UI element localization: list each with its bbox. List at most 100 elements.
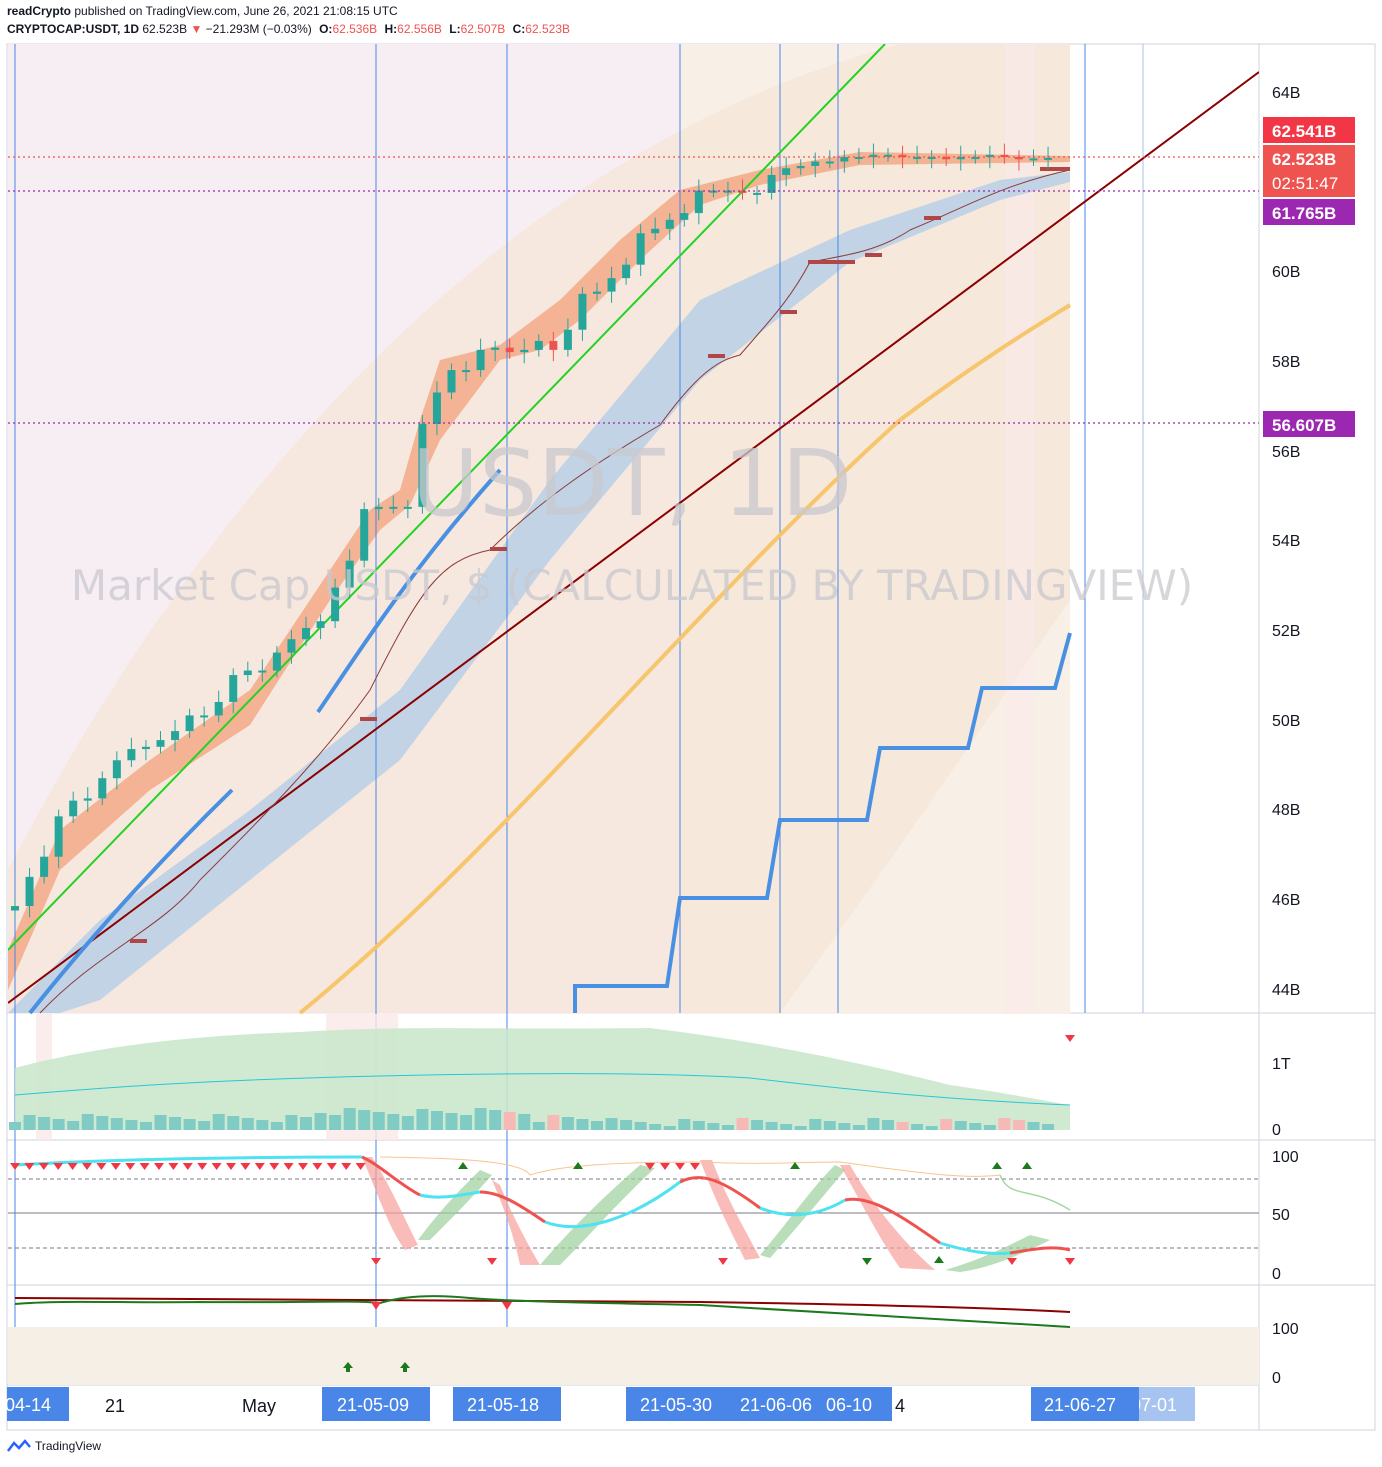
down-arrow-icon: ▼: [190, 22, 203, 36]
volume-bar: [1027, 1122, 1040, 1130]
candle-body: [942, 157, 951, 160]
symbol-label[interactable]: CRYPTOCAP:USDT, 1D: [7, 22, 140, 36]
price-tick: 46B: [1272, 892, 1300, 909]
candle-body: [651, 228, 660, 234]
volume-bar: [911, 1124, 924, 1130]
red-down-marker-icon: [326, 1163, 337, 1170]
watermark-subtitle: Market Cap USDT, $ (CALCULATED BY TRADIN…: [71, 561, 1193, 610]
candle-body: [884, 154, 892, 157]
tradingview-footer[interactable]: TradingView: [7, 1439, 101, 1453]
volume-bar: [460, 1115, 473, 1130]
volume-bar: [241, 1118, 254, 1130]
red-down-marker-icon: [96, 1163, 107, 1170]
price-levels: [8, 156, 1259, 424]
candle-body: [985, 154, 994, 158]
low-label: L:: [449, 22, 461, 36]
candle-body: [462, 370, 471, 373]
red-down-marker-icon: [139, 1163, 150, 1170]
volume-bar: [9, 1122, 21, 1130]
candle-body: [141, 746, 150, 750]
thin-brown-line: [39, 169, 1071, 1014]
lower-tick: 100: [1272, 1321, 1299, 1338]
price-axis[interactable]: 64B 60B 58B 56B 54B 52B 50B 48B 46B 44B: [1272, 85, 1300, 999]
red-down-marker-icon: [371, 1258, 381, 1265]
price-tick: 56B: [1272, 444, 1300, 461]
volume-bar: [692, 1121, 705, 1130]
candle-body: [287, 639, 296, 653]
red-down-marker-icon: [283, 1163, 294, 1170]
brown-step-markers: [130, 167, 1070, 943]
volume-bar: [198, 1121, 211, 1130]
legend-line: CRYPTOCAP:USDT, 1D 62.523B ▼ −21.293M (−…: [7, 22, 570, 36]
volume-bar: [96, 1116, 109, 1130]
volume-bar: [998, 1118, 1011, 1130]
candle-body: [971, 157, 980, 160]
date-tag: [453, 1387, 561, 1421]
time-axis[interactable]: 04-14 21 May 21-05-09 21-05-18 21-05-30 …: [5, 1387, 1195, 1421]
price-tick: 50B: [1272, 713, 1300, 730]
volume-bar: [969, 1123, 982, 1130]
candle-body: [665, 219, 674, 229]
price-tick: 58B: [1272, 354, 1300, 371]
volume-bar: [183, 1119, 196, 1130]
candle-body: [11, 906, 19, 911]
time-tag-label: 07-01: [1131, 1395, 1177, 1415]
candle-body: [549, 340, 558, 350]
candle-body: [25, 876, 34, 907]
red-down-marker-icon: [1007, 1258, 1017, 1265]
countdown-label: 02:51:47: [1272, 174, 1338, 193]
candle-body: [927, 157, 936, 160]
green-up-marker-icon: [458, 1162, 468, 1169]
candle-body: [898, 154, 907, 158]
red-down-marker-icon: [240, 1163, 251, 1170]
volume-tick: 1T: [1272, 1056, 1291, 1073]
volume-bar: [169, 1117, 182, 1130]
volume-axis: 1T 0: [1272, 1056, 1291, 1139]
red-down-marker-icon: [690, 1163, 700, 1170]
candle-body: [83, 798, 92, 801]
candle-body: [956, 157, 965, 160]
time-tag-label: 06-10: [826, 1395, 872, 1415]
volume-bar: [518, 1114, 531, 1130]
candle-body: [185, 715, 194, 732]
publish-line: readCrypto published on TradingView.com,…: [7, 4, 398, 18]
red-down-marker-icon: [355, 1163, 366, 1170]
volume-bar: [401, 1116, 414, 1130]
oscillator-pane: [8, 1155, 1259, 1272]
candle-body: [854, 157, 863, 160]
volume-bar: [576, 1119, 589, 1130]
time-tag-label: 21-06-27: [1044, 1395, 1116, 1415]
red-down-marker-icon: [487, 1258, 497, 1265]
price-label-box: [1263, 145, 1355, 197]
candle-body: [171, 731, 180, 741]
tradingview-logo-icon: [7, 1439, 31, 1452]
candle-body: [840, 157, 849, 162]
red-down-arrow-icon: [371, 1302, 381, 1310]
red-down-marker-icon: [675, 1163, 685, 1170]
volume-bar: [794, 1126, 807, 1130]
red-down-marker-icon: [254, 1163, 265, 1170]
publisher-name[interactable]: readCrypto: [7, 4, 72, 18]
candle-body: [200, 715, 209, 718]
volume-band: [15, 1028, 1070, 1130]
volume-average-line: [14, 1073, 1071, 1106]
candle-body: [418, 423, 427, 507]
candle-body: [607, 278, 616, 292]
red-down-marker-icon: [269, 1163, 280, 1170]
candle-body: [753, 192, 762, 195]
volume-bar: [139, 1122, 152, 1130]
volume-bar: [605, 1118, 618, 1130]
green-up-marker-icon: [992, 1162, 1002, 1169]
volume-bar: [23, 1115, 36, 1130]
red-down-marker-icon: [38, 1163, 49, 1170]
volume-bar: [649, 1124, 662, 1130]
date-tag: [626, 1387, 892, 1421]
candle-body: [563, 329, 572, 350]
osc-tick: 50: [1272, 1207, 1290, 1224]
price-labels: 62.541B 62.523B 02:51:47 61.765B 56.607B: [1263, 117, 1355, 437]
time-tag-label: 21-05-18: [467, 1395, 539, 1415]
volume-bar: [445, 1113, 458, 1130]
green-up-marker-icon: [790, 1162, 800, 1169]
candle-body: [214, 701, 223, 716]
